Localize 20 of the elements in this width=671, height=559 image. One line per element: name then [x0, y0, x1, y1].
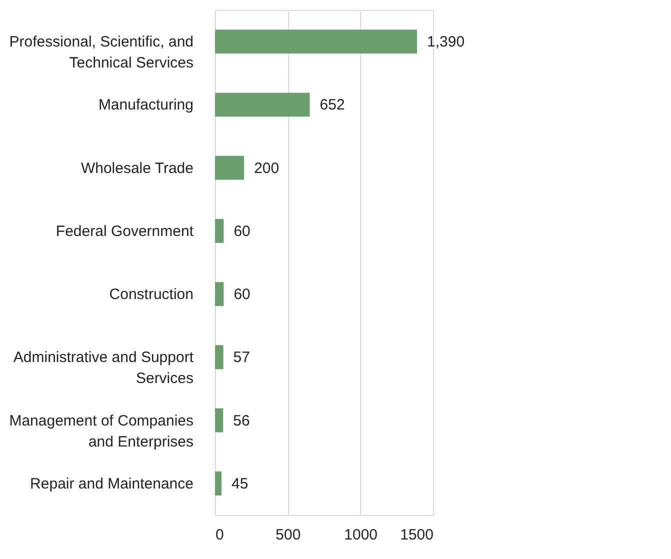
- y-tick-label: Wholesale Trade: [80, 160, 194, 177]
- data-label: 1,390: [427, 34, 465, 51]
- y-tick-label: Manufacturing: [98, 96, 194, 114]
- y-tick-label: Repair and Maintenance: [30, 475, 194, 492]
- y-tick-label: Administrative and Support Services: [13, 349, 194, 388]
- y-tick-label: Management of Companies and Enterprises: [9, 412, 194, 450]
- x-tick-label: 1500: [400, 526, 434, 544]
- x-tick-label: 0: [216, 526, 224, 544]
- data-label: 200: [254, 160, 280, 177]
- x-tick-label: 500: [276, 526, 301, 544]
- data-label: 60: [234, 222, 250, 240]
- data-label: 56: [233, 412, 250, 430]
- data-label: 652: [320, 96, 345, 114]
- y-tick-label: Professional, Scientific, and Technical Services: [9, 34, 194, 72]
- y-tick-label: Construction: [109, 286, 194, 304]
- data-label: 60: [234, 286, 250, 304]
- data-label: 57: [233, 349, 250, 366]
- x-tick-label: 1000: [344, 526, 378, 544]
- data-label: 45: [232, 475, 248, 492]
- y-tick-label: Federal Government: [56, 222, 194, 240]
